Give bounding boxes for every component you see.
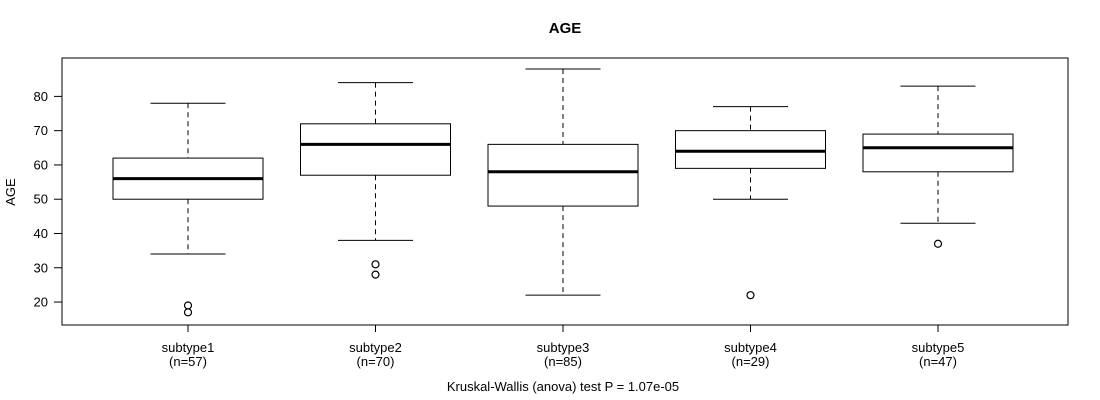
iqr-box (300, 123, 451, 176)
y-axis-title: AGE (3, 178, 18, 206)
outlier-point (183, 308, 193, 317)
iqr-box (862, 133, 1014, 173)
outlier-point (933, 239, 943, 248)
sample-size-label: (n=47) (919, 354, 957, 369)
stat-test-caption: Kruskal-Wallis (anova) test P = 1.07e-05 (447, 379, 679, 394)
plot-frame (61, 57, 1069, 326)
iqr-box (487, 143, 639, 207)
category-label: subtype2 (349, 340, 402, 355)
boxplot-subtype4 (675, 106, 826, 300)
boxplot-layer (112, 68, 1014, 317)
y-tick-label: 20 (34, 295, 48, 310)
outlier-point (371, 270, 380, 279)
boxplot-subtype5 (862, 85, 1014, 248)
y-tick-label: 30 (34, 260, 48, 275)
boxplot-subtype3 (487, 68, 639, 296)
sample-size-label: (n=70) (357, 354, 395, 369)
outlier-point (746, 291, 755, 300)
sample-size-label: (n=57) (169, 354, 207, 369)
sample-size-label: (n=29) (732, 354, 770, 369)
sample-size-label: (n=85) (544, 354, 582, 369)
outlier-point (371, 260, 380, 269)
y-tick-label: 70 (34, 123, 48, 138)
boxplot-subtype1 (112, 102, 264, 317)
category-label: subtype4 (724, 340, 777, 355)
category-label: subtype5 (912, 340, 965, 355)
iqr-box (675, 130, 826, 169)
y-tick-label: 80 (34, 89, 48, 104)
chart-title: AGE (549, 20, 582, 37)
category-label: subtype1 (162, 340, 215, 355)
outlier-point (183, 301, 193, 310)
y-tick-label: 60 (34, 157, 48, 172)
boxplot-subtype2 (300, 82, 451, 279)
y-tick-label: 40 (34, 226, 48, 241)
axes-layer: 20 30 40 50 60 70 80 subtype1(n=57) subtype2(n=7… (34, 89, 965, 369)
y-tick-label: 50 (34, 192, 48, 207)
category-label: subtype3 (537, 340, 590, 355)
